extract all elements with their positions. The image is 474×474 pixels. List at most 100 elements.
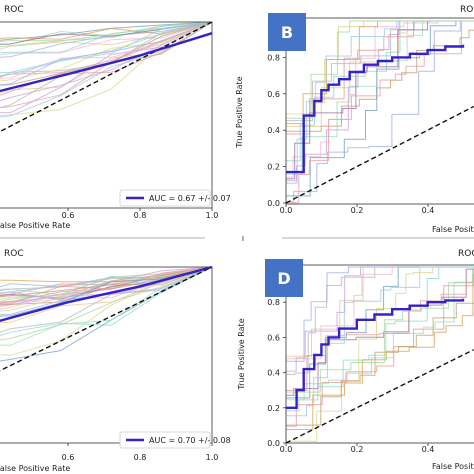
axes-frame-panel-1 xyxy=(285,17,474,205)
fold-roc-curve xyxy=(0,21,212,114)
x-tick-label: 1.0 xyxy=(206,211,219,220)
legend-box xyxy=(119,189,211,207)
legend-text: AUC = 0.67 +/- 0.07 xyxy=(149,194,231,203)
fold-roc-curve xyxy=(0,266,212,346)
x-tick-label: 0.4 xyxy=(422,445,435,454)
fold-curves-panel-2 xyxy=(0,266,212,362)
panel-badge-d: D xyxy=(265,259,303,297)
fold-roc-curve xyxy=(286,20,474,203)
panel-d-ylabel: True Positive Rate xyxy=(237,318,246,390)
panel-c-title: ROC xyxy=(4,249,24,259)
panel-b-ylabel: True Positive Rate xyxy=(235,76,244,148)
panel-d-xlabel: False Positive Rate xyxy=(432,462,474,471)
fold-roc-curve xyxy=(0,21,212,54)
chance-line-group-2 xyxy=(0,266,212,372)
labels-layer: 0.6 0.8 1.0 0.0 0.2 0.4 0.6 0.8 1.0 0.0 0.2 0.4 0.0 0… xyxy=(0,5,474,473)
x-tick-label: 0.4 xyxy=(422,206,435,215)
fold-roc-curve xyxy=(0,266,212,324)
fold-roc-curve xyxy=(0,266,212,310)
fold-roc-curve xyxy=(286,20,474,204)
badge-letter: B xyxy=(281,23,293,42)
x-tick-label: 1.0 xyxy=(206,453,219,462)
fold-roc-curve xyxy=(0,21,212,48)
badge-letter: D xyxy=(277,269,290,288)
legend-panel-0: AUC = 0.67 +/- 0.07 xyxy=(119,189,231,207)
fold-roc-curve xyxy=(0,21,212,82)
fold-roc-curve xyxy=(0,266,212,297)
fold-curves-panel-3 xyxy=(286,266,474,443)
fold-roc-curve xyxy=(286,266,474,443)
fold-roc-curve xyxy=(0,21,212,79)
fold-roc-curve xyxy=(286,29,474,203)
fold-roc-curve xyxy=(0,21,212,77)
mean-roc-curve xyxy=(286,44,465,174)
y-tick-label: 0.8 xyxy=(267,53,280,62)
x-tick-label: 0.0 xyxy=(280,445,293,454)
y-tick-label: 0.4 xyxy=(267,369,280,378)
mean-roc-curve xyxy=(0,32,212,93)
x-tick-label: 0.2 xyxy=(351,445,364,454)
mean-roc-panel-2 xyxy=(0,265,212,323)
panel-b-xlabel: False Positive Rate xyxy=(432,225,474,234)
fold-roc-curve xyxy=(286,20,474,203)
fold-roc-curve xyxy=(0,21,212,78)
fold-roc-curve xyxy=(286,281,474,443)
panel-d-title: ROC xyxy=(458,249,474,259)
legend-text: AUC = 0.70 +/- 0.08 xyxy=(149,436,231,445)
chance-line-group-1 xyxy=(286,105,474,204)
panel-c-xlabel: False Positive Rate xyxy=(0,464,70,473)
fold-roc-curve xyxy=(286,274,474,443)
x-tick-label: 0.8 xyxy=(134,211,147,220)
fold-roc-curve xyxy=(0,266,212,312)
fold-roc-curve xyxy=(0,266,212,317)
fold-roc-curve xyxy=(286,281,474,443)
chance-line-group-3 xyxy=(286,349,474,443)
y-tick-label: 0.4 xyxy=(267,126,280,135)
y-tick-label: 0.6 xyxy=(267,90,280,99)
legend-panel-2: AUC = 0.70 +/- 0.08 xyxy=(119,431,231,449)
background-curves-layer xyxy=(0,20,474,443)
fold-roc-curve xyxy=(0,21,212,86)
panel-b-title: ROC xyxy=(460,5,474,15)
panel-a-title: ROC xyxy=(4,5,24,15)
fold-roc-curve xyxy=(0,266,212,304)
fold-roc-curve xyxy=(0,21,212,56)
fold-roc-curve xyxy=(286,268,474,443)
badge-box xyxy=(268,13,306,51)
y-tick-label: 0.0 xyxy=(267,439,280,448)
fold-roc-curve xyxy=(286,269,474,443)
axes-frame-panel-3 xyxy=(285,264,474,444)
y-tick-label: 0.0 xyxy=(267,199,280,208)
panel-badge-b: B xyxy=(268,13,306,51)
legend-box xyxy=(119,431,211,449)
mean-roc-panel-1 xyxy=(286,44,465,174)
chance-diagonal-line xyxy=(286,105,474,204)
y-tick-label: 0.8 xyxy=(267,298,280,307)
axes-layer xyxy=(0,17,474,446)
x-tick-label: 0.8 xyxy=(134,453,147,462)
fold-roc-curve xyxy=(0,21,212,58)
fold-roc-curve xyxy=(0,21,212,41)
chance-diagonal-line xyxy=(0,266,212,372)
axes-frame-panel-2 xyxy=(0,266,213,444)
mean-roc-curve xyxy=(286,298,465,409)
mean-roc-layer xyxy=(0,32,465,409)
y-tick-label: 0.6 xyxy=(267,333,280,342)
fold-roc-curve xyxy=(286,20,474,203)
mean-roc-panel-3 xyxy=(286,298,465,409)
fold-curves-panel-1 xyxy=(286,20,474,204)
panel-a-xlabel: False Positive Rate xyxy=(0,221,70,230)
mean-roc-curve xyxy=(0,265,212,323)
fold-roc-curve xyxy=(286,266,474,443)
axes-frame-panel-0 xyxy=(0,21,213,209)
chance-line-group-0 xyxy=(0,21,212,133)
badge-box xyxy=(265,259,303,297)
mean-roc-panel-0 xyxy=(0,32,212,93)
y-tick-label: 0.2 xyxy=(267,404,280,413)
x-tick-label: 0.6 xyxy=(62,211,75,220)
fold-roc-curve xyxy=(0,266,212,283)
fold-roc-curve xyxy=(0,266,212,333)
x-tick-label: 0.2 xyxy=(351,206,364,215)
y-tick-label: 0.2 xyxy=(267,163,280,172)
